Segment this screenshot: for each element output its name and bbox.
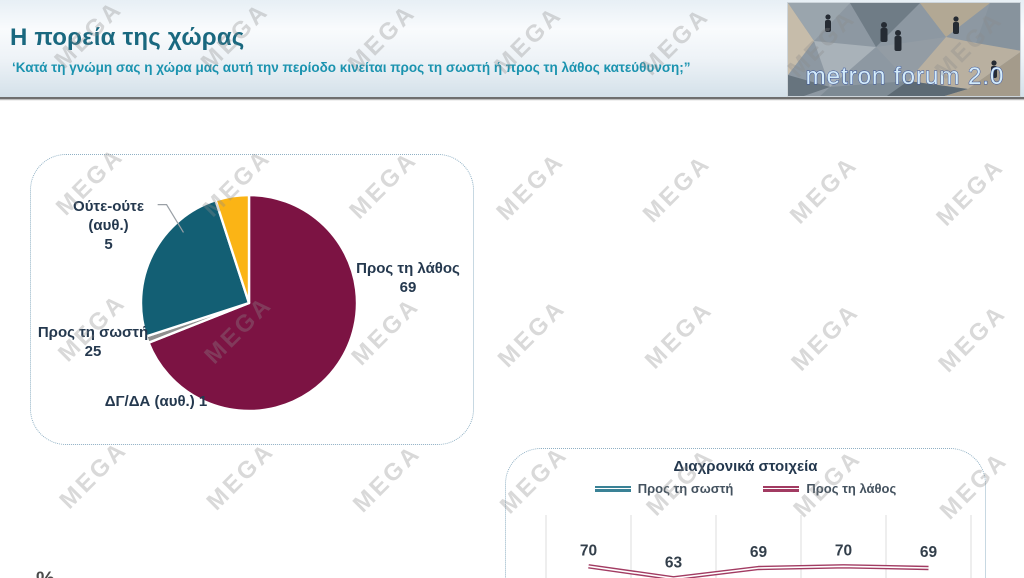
pie-chart-panel: Ούτε-ούτε (αυθ.) 5 Προς τη σωστή 25 Προς… bbox=[30, 154, 474, 445]
svg-text:70: 70 bbox=[580, 542, 597, 559]
pie-label-text: Προς τη λάθος bbox=[356, 260, 460, 277]
banner-mosaic-graphic: metron forum 2.0 bbox=[788, 3, 1020, 96]
watermark-text: MEGA bbox=[933, 299, 1012, 378]
pie-label-dgda: ΔΓ/ΔΑ (αυθ.) 1 bbox=[76, 392, 236, 411]
metron-forum-logo-text: metron forum 2.0 bbox=[806, 63, 1005, 90]
pedestrian-silhouettes bbox=[825, 14, 997, 78]
watermark-text: MEGA bbox=[492, 294, 572, 373]
trend-line-chart: 25302626257063697069Απρ-25Μάι-25Ιουν-25Σ… bbox=[545, 515, 972, 578]
svg-text:69: 69 bbox=[750, 544, 768, 561]
watermark-text: MEGA bbox=[54, 435, 133, 515]
watermark-text: MEGA bbox=[784, 150, 864, 230]
trend-chart-legend: Προς τη σωστή Προς τη λάθος bbox=[506, 481, 985, 496]
pie-label-text: Ούτε-ούτε (αυθ.) bbox=[73, 198, 144, 234]
watermark-text: MEGA bbox=[201, 437, 280, 516]
pie-label-value: 69 bbox=[399, 279, 417, 296]
watermark-text: MEGA bbox=[637, 149, 717, 228]
watermark-text: MEGA bbox=[786, 297, 865, 377]
svg-text:70: 70 bbox=[835, 542, 852, 559]
trend-chart-panel: Διαχρονικά στοιχεία Προς τη σωστή Προς τ… bbox=[505, 448, 986, 578]
watermark-text: MEGA bbox=[491, 147, 570, 226]
legend-label: Προς τη λάθος bbox=[806, 481, 897, 496]
pie-chart bbox=[139, 193, 359, 413]
legend-swatch-teal bbox=[594, 485, 631, 492]
pie-label-value: 5 bbox=[104, 236, 113, 253]
pie-label-text: ΔΓ/ΔΑ (αυθ.) bbox=[104, 393, 195, 410]
svg-text:63: 63 bbox=[665, 554, 683, 571]
legend-item-lathos: Προς τη λάθος bbox=[763, 481, 896, 496]
pie-label-sosti: Προς τη σωστή 25 bbox=[33, 323, 153, 361]
survey-question: ‘Κατά τη γνώμη σας η χώρα μας αυτή την π… bbox=[12, 60, 691, 75]
pie-label-oute: Ούτε-ούτε (αυθ.) 5 bbox=[61, 197, 156, 254]
watermark-text: MEGA bbox=[347, 439, 427, 518]
trend-chart-title: Διαχρονικά στοιχεία bbox=[673, 458, 818, 475]
watermark-text: MEGA bbox=[639, 295, 719, 375]
header: Η πορεία της χώρας ‘Κατά τη γνώμη σας η … bbox=[0, 0, 1024, 97]
watermark-text: MEGA bbox=[931, 153, 1010, 232]
pie-label-lathos: Προς τη λάθος 69 bbox=[348, 259, 468, 297]
metron-forum-banner-image: metron forum 2.0 bbox=[787, 2, 1021, 97]
legend-item-sosti: Προς τη σωστή bbox=[594, 481, 734, 496]
legend-swatch-maroon bbox=[763, 485, 800, 492]
legend-label: Προς τη σωστή bbox=[637, 481, 734, 496]
header-divider bbox=[0, 97, 1024, 101]
pie-label-text: Προς τη σωστή bbox=[37, 324, 149, 341]
pie-label-value: 25 bbox=[84, 343, 102, 360]
svg-text:69: 69 bbox=[920, 544, 938, 561]
pie-label-value: 1 bbox=[198, 393, 208, 410]
page-title: Η πορεία της χώρας bbox=[10, 24, 245, 51]
unit-label: % bbox=[36, 568, 1024, 578]
